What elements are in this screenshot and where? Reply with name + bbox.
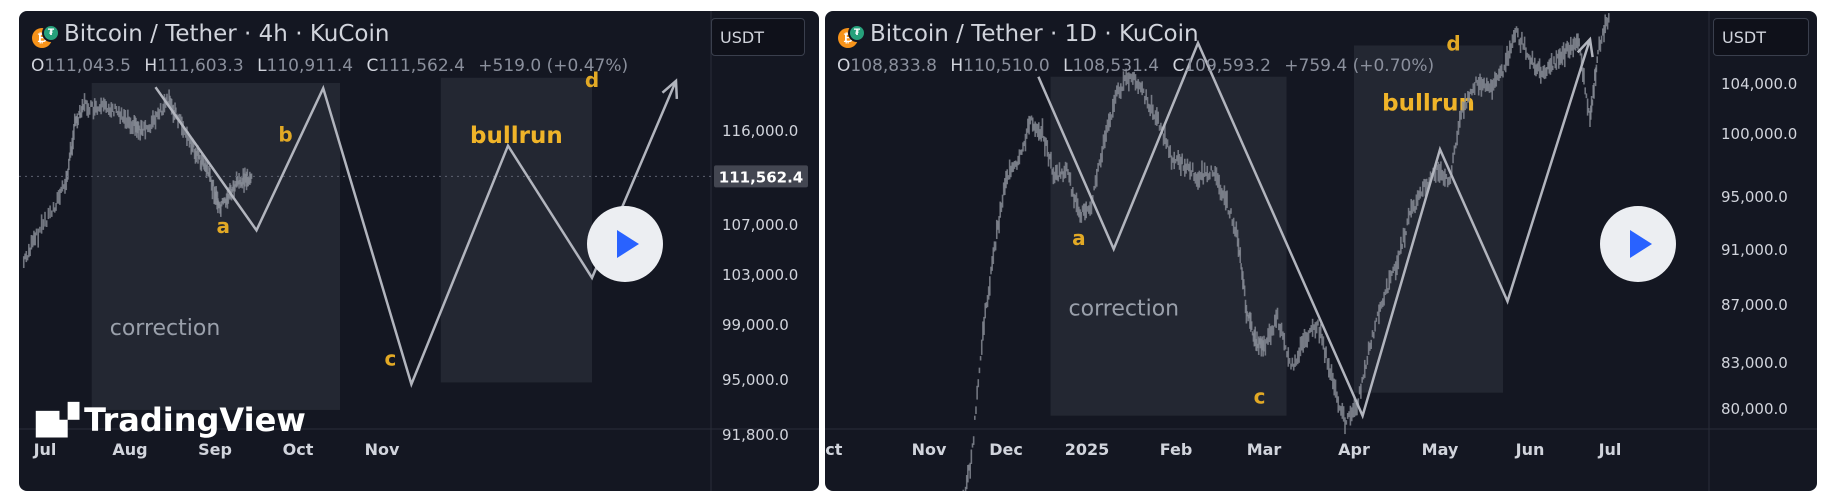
currency-selector[interactable]: USDT [1713,18,1809,56]
play-icon [1630,230,1652,258]
y-tick-label: 87,000.0 [1721,296,1788,314]
wave-label-a: a [1072,226,1086,250]
x-tick-label: Jun [1515,440,1545,459]
y-tick-label: 91,800.0 [722,426,789,444]
tradingview-logo: ▆▞ TradingView [36,401,306,439]
zone-label-correction: correction [110,316,221,341]
high-value: 110,510.0 [963,56,1050,76]
change-value: +519.0 (+0.47%) [478,56,629,76]
chart-panel-1d[interactable]: correction bullrun a c d 104,000.0 100,000.0 95… [825,11,1817,491]
wave-label-c: c [1254,384,1266,408]
y-tick-label: 91,000.0 [1721,241,1788,259]
close-value: 109,593.2 [1184,56,1271,76]
y-tick-label: 80,000.0 [1721,400,1788,418]
tradingview-logo-icon: ▆▞ [36,402,79,438]
wave-label-c: c [384,346,396,370]
x-tick-label: Aug [112,440,147,459]
play-button[interactable] [587,206,663,282]
x-tick-label: Jul [33,440,57,459]
x-tick-label: May [1422,440,1459,459]
currency-selector[interactable]: USDT [711,18,805,56]
y-tick-label: 107,000.0 [722,216,798,234]
open-label: O [31,56,45,76]
x-tick-label: Dec [989,440,1023,459]
symbol-title[interactable]: Bitcoin / Tether · 4h · KuCoin [64,21,390,47]
high-label: H [144,56,158,76]
close-label: C [366,56,379,76]
ohlc-readout: O108,833.8 H110,510.0 L108,531.4 C109,59… [837,56,1434,76]
x-tick-label: Feb [1160,440,1193,459]
wave-label-b: b [278,122,292,146]
x-tick-label: Oct [283,440,314,459]
projection-path [154,80,678,388]
watermark-text: TradingView [84,401,306,439]
play-button[interactable] [1600,206,1676,282]
symbol-title[interactable]: Bitcoin / Tether · 1D · KuCoin [870,21,1199,47]
low-label: L [1063,56,1073,76]
x-tick-label: 2025 [1065,440,1110,459]
y-tick-label: 116,000.0 [722,122,798,140]
zone-bullrun [1354,45,1503,393]
y-tick-label: 103,000.0 [722,266,798,284]
open-value: 108,833.8 [850,56,937,76]
zone-label-bullrun: bullrun [470,123,563,149]
x-tick-label: Jul [1598,440,1622,459]
btc-usdt-coin-icon: ₿ ₮ [838,24,866,48]
zone-label-correction: correction [1069,297,1180,322]
wave-label-a: a [217,214,231,238]
projection-arrowhead [1576,36,1594,58]
chart-panel-4h[interactable]: correction bullrun 111,562.4 a b c d 116,000.0 1… [19,11,819,491]
low-label: L [257,56,267,76]
chart-canvas-4h[interactable]: correction bullrun 111,562.4 a b c d 116,000.0 1… [19,11,819,491]
open-value: 111,043.5 [44,56,131,76]
y-tick-label: 99,000.0 [722,316,789,334]
y-tick-label: 100,000.0 [1721,125,1797,143]
ohlc-readout: O111,043.5 H111,603.3 L110,911.4 C111,56… [31,56,628,76]
close-value: 111,562.4 [378,56,465,76]
wave-label-d: d [1446,32,1460,56]
change-value: +759.4 (+0.70%) [1284,56,1435,76]
y-tick-label: 95,000.0 [1721,188,1788,206]
y-tick-label: 104,000.0 [1721,75,1797,93]
zone-bullrun [440,77,592,383]
wave-label-d: d [585,68,599,92]
btc-usdt-coin-icon: ₿ ₮ [32,24,60,48]
x-tick-label: Sep [198,440,232,459]
zone-correction [1050,76,1287,416]
low-value: 108,531.4 [1072,56,1160,76]
current-price-badge [714,165,808,188]
play-icon [617,230,639,258]
y-tick-label: 95,000.0 [722,371,789,389]
current-price-label: 111,562.4 [719,168,803,186]
x-tick-label: Mar [1247,440,1282,459]
x-tick-label: Oct [825,440,843,459]
projection-arrowhead [661,78,679,99]
y-tick-label: 83,000.0 [1721,354,1788,372]
projection-path [1037,38,1592,420]
x-tick-label: Nov [365,440,400,459]
x-tick-label: Apr [1338,440,1370,459]
chart-canvas-1d[interactable]: correctionbullrunacd104,000.0100,000.095… [825,11,1817,491]
zone-correction [91,83,340,410]
x-tick-label: Nov [912,440,947,459]
low-value: 110,911.4 [266,56,354,76]
open-label: O [837,56,851,76]
high-label: H [950,56,964,76]
close-label: C [1172,56,1185,76]
high-value: 111,603.3 [157,56,244,76]
